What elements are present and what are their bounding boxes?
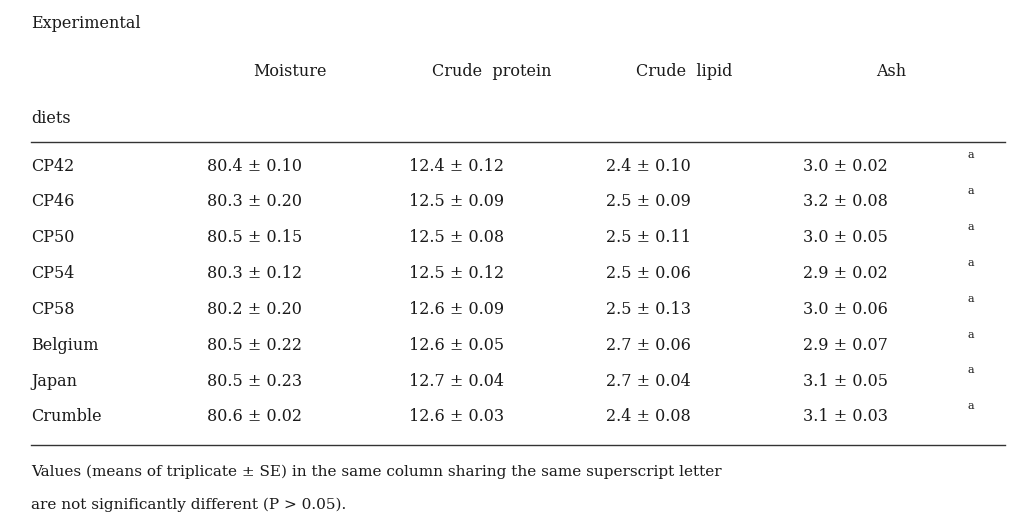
Text: a: a bbox=[968, 294, 974, 304]
Text: Belgium: Belgium bbox=[31, 337, 98, 354]
Text: 2.9 ± 0.02: 2.9 ± 0.02 bbox=[803, 265, 888, 282]
Text: 2.9 ± 0.07: 2.9 ± 0.07 bbox=[803, 337, 888, 354]
Text: 2.7 ± 0.04: 2.7 ± 0.04 bbox=[606, 373, 691, 389]
Text: 2.5 ± 0.13: 2.5 ± 0.13 bbox=[606, 301, 691, 318]
Text: CP46: CP46 bbox=[31, 193, 75, 210]
Text: a: a bbox=[968, 366, 974, 375]
Text: 2.5 ± 0.11: 2.5 ± 0.11 bbox=[606, 229, 691, 246]
Text: 3.1 ± 0.03: 3.1 ± 0.03 bbox=[803, 408, 888, 425]
Text: 80.5 ± 0.23: 80.5 ± 0.23 bbox=[207, 373, 303, 389]
Text: a: a bbox=[968, 402, 974, 411]
Text: 80.5 ± 0.15: 80.5 ± 0.15 bbox=[207, 229, 303, 246]
Text: Values (means of triplicate ± SE) in the same column sharing the same superscrip: Values (means of triplicate ± SE) in the… bbox=[31, 464, 722, 479]
Text: 2.4 ± 0.10: 2.4 ± 0.10 bbox=[606, 158, 691, 174]
Text: 80.6 ± 0.02: 80.6 ± 0.02 bbox=[207, 408, 303, 425]
Text: 12.5 ± 0.09: 12.5 ± 0.09 bbox=[409, 193, 505, 210]
Text: a: a bbox=[968, 151, 974, 160]
Text: 2.5 ± 0.09: 2.5 ± 0.09 bbox=[606, 193, 691, 210]
Text: 3.1 ± 0.05: 3.1 ± 0.05 bbox=[803, 373, 888, 389]
Text: Crumble: Crumble bbox=[31, 408, 102, 425]
Text: 3.0 ± 0.06: 3.0 ± 0.06 bbox=[803, 301, 888, 318]
Text: Japan: Japan bbox=[31, 373, 77, 389]
Text: 12.5 ± 0.08: 12.5 ± 0.08 bbox=[409, 229, 505, 246]
Text: a: a bbox=[968, 330, 974, 339]
Text: 80.3 ± 0.12: 80.3 ± 0.12 bbox=[207, 265, 303, 282]
Text: 80.3 ± 0.20: 80.3 ± 0.20 bbox=[207, 193, 303, 210]
Text: 12.4 ± 0.12: 12.4 ± 0.12 bbox=[409, 158, 505, 174]
Text: CP50: CP50 bbox=[31, 229, 75, 246]
Text: CP58: CP58 bbox=[31, 301, 75, 318]
Text: 12.6 ± 0.03: 12.6 ± 0.03 bbox=[409, 408, 505, 425]
Text: 12.7 ± 0.04: 12.7 ± 0.04 bbox=[409, 373, 505, 389]
Text: CP54: CP54 bbox=[31, 265, 75, 282]
Text: 12.6 ± 0.05: 12.6 ± 0.05 bbox=[409, 337, 505, 354]
Text: 2.7 ± 0.06: 2.7 ± 0.06 bbox=[606, 337, 691, 354]
Text: Ash: Ash bbox=[875, 63, 906, 80]
Text: are not significantly different (P > 0.05).: are not significantly different (P > 0.0… bbox=[31, 497, 346, 512]
Text: 2.4 ± 0.08: 2.4 ± 0.08 bbox=[606, 408, 691, 425]
Text: Moisture: Moisture bbox=[254, 63, 326, 80]
Text: a: a bbox=[968, 222, 974, 232]
Text: 3.0 ± 0.02: 3.0 ± 0.02 bbox=[803, 158, 888, 174]
Text: 3.0 ± 0.05: 3.0 ± 0.05 bbox=[803, 229, 888, 246]
Text: Crude  lipid: Crude lipid bbox=[635, 63, 732, 80]
Text: 80.5 ± 0.22: 80.5 ± 0.22 bbox=[207, 337, 303, 354]
Text: 12.5 ± 0.12: 12.5 ± 0.12 bbox=[409, 265, 505, 282]
Text: Experimental: Experimental bbox=[31, 15, 141, 32]
Text: 12.6 ± 0.09: 12.6 ± 0.09 bbox=[409, 301, 505, 318]
Text: 2.5 ± 0.06: 2.5 ± 0.06 bbox=[606, 265, 691, 282]
Text: CP42: CP42 bbox=[31, 158, 75, 174]
Text: a: a bbox=[968, 187, 974, 196]
Text: a: a bbox=[968, 258, 974, 268]
Text: 80.2 ± 0.20: 80.2 ± 0.20 bbox=[207, 301, 303, 318]
Text: 3.2 ± 0.08: 3.2 ± 0.08 bbox=[803, 193, 888, 210]
Text: 80.4 ± 0.10: 80.4 ± 0.10 bbox=[207, 158, 303, 174]
Text: Crude  protein: Crude protein bbox=[432, 63, 552, 80]
Text: diets: diets bbox=[31, 110, 70, 127]
